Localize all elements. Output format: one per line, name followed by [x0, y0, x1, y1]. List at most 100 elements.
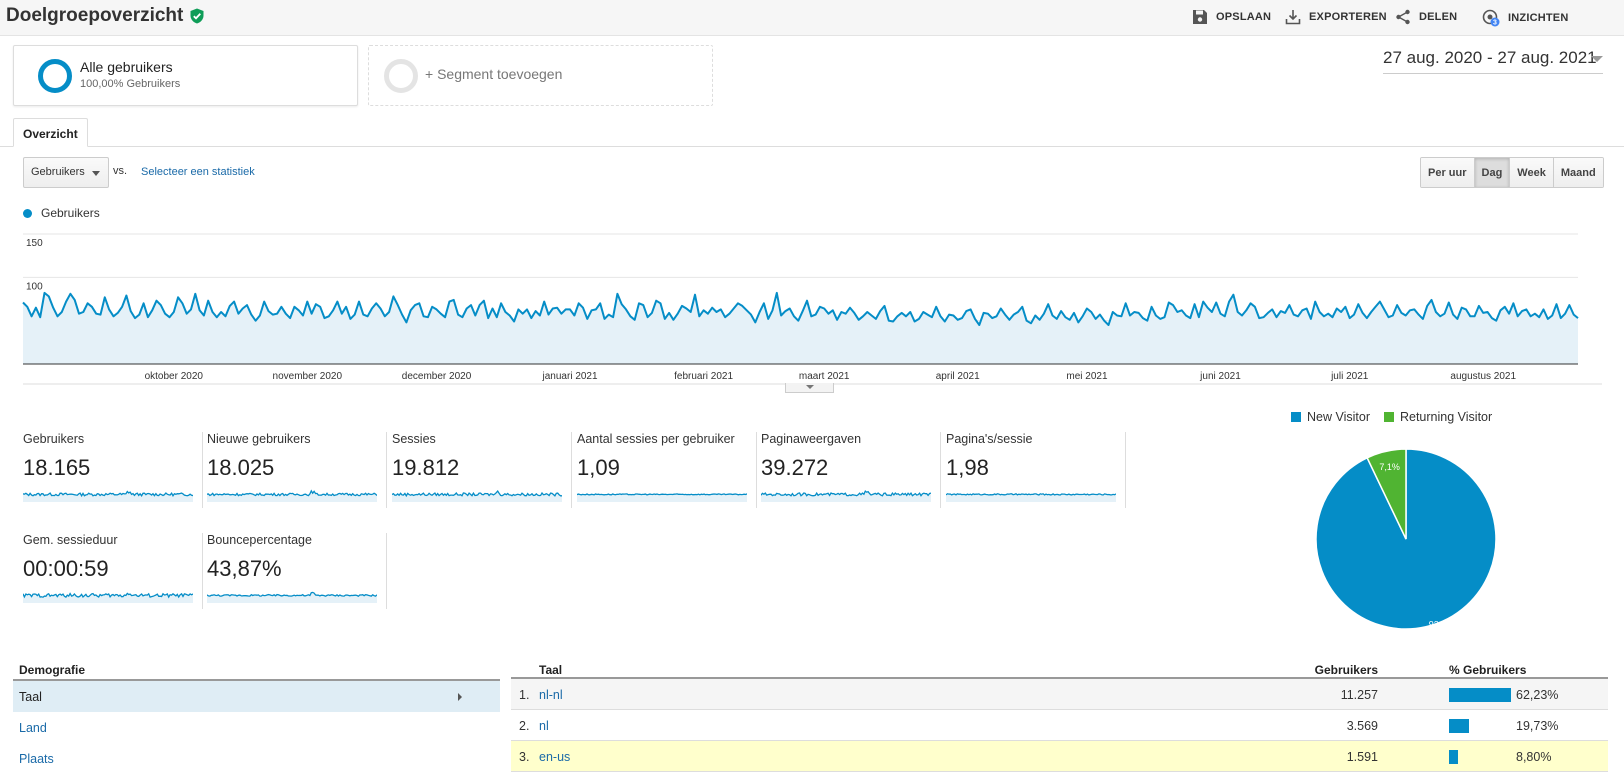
save-icon: [1193, 10, 1207, 24]
row-pct: 19,73%: [1516, 719, 1559, 733]
stat-label: Nieuwe gebruikers: [207, 432, 311, 446]
granularity-hour-button[interactable]: Per uur: [1421, 158, 1475, 187]
pie-legend-returning-label: Returning Visitor: [1399, 410, 1493, 424]
stat-value: 18.165: [23, 455, 91, 480]
x-tick-label: maart 2021: [799, 371, 850, 382]
segment-title: Alle gebruikers: [80, 59, 173, 75]
stat-value: 18.025: [207, 455, 275, 480]
stat-sparkline: [207, 489, 377, 502]
page-title: Doelgroepoverzicht: [6, 5, 205, 27]
visitor-type-pie-chart[interactable]: 92,9% 7,1%: [1311, 444, 1501, 634]
table-row: 2. nl 3.569 19,73%: [511, 710, 1608, 741]
legend-dot-icon: [23, 208, 32, 218]
segment-subtitle: 100,00% Gebruikers: [80, 78, 181, 90]
sparkline-area: [23, 491, 193, 502]
stat-sparkline: [23, 592, 193, 603]
granularity-day-button[interactable]: Dag: [1474, 158, 1511, 187]
export-button[interactable]: EXPORTEREN: [1285, 9, 1387, 25]
segment-ring-icon: [38, 59, 72, 93]
stat-divider: [571, 432, 572, 508]
row-pct-bar: [1449, 688, 1512, 702]
stat-paginaweergaven[interactable]: Paginaweergaven 39.272: [761, 432, 951, 502]
stat-sparkline: [761, 490, 931, 502]
stat-bouncepercentage[interactable]: Bouncepercentage 43,87%: [207, 533, 397, 603]
date-range-picker[interactable]: 27 aug. 2020 - 27 aug. 2021: [1383, 48, 1603, 74]
table-row: 1. nl-nl 11.257 62,23%: [511, 679, 1608, 710]
insights-button[interactable]: 3 INZICHTEN: [1482, 9, 1568, 27]
demographics-item-taal[interactable]: Taal: [13, 681, 500, 712]
stat-label: Bouncepercentage: [207, 533, 312, 547]
metric-select[interactable]: Gebruikers: [23, 157, 109, 188]
row-language-link[interactable]: nl: [539, 719, 549, 733]
stat-sessies[interactable]: Sessies 19.812: [392, 432, 582, 502]
row-index: 1.: [519, 688, 530, 702]
export-label: EXPORTEREN: [1309, 11, 1387, 23]
x-tick-label: november 2020: [273, 371, 343, 382]
column-header-pct-users[interactable]: % Gebruikers: [1449, 663, 1527, 677]
stat-value: 1,98: [946, 455, 989, 480]
demographics-item-label: Taal: [19, 690, 42, 704]
stat-pagina-s-sessie[interactable]: Pagina's/sessie 1,98: [946, 432, 1136, 502]
stat-value: 39.272: [761, 455, 829, 480]
x-tick-label: juni 2021: [1199, 371, 1241, 382]
demographics-item-plaats[interactable]: Plaats: [13, 743, 500, 774]
share-icon: [1396, 9, 1410, 25]
stat-sparkline: [207, 591, 377, 603]
row-pct: 8,80%: [1516, 750, 1552, 764]
granularity-month-button[interactable]: Maand: [1553, 158, 1603, 187]
stat-gem-sessieduur[interactable]: Gem. sessieduur 00:00:59: [23, 533, 213, 603]
collapse-chart-handle[interactable]: [785, 383, 834, 393]
x-tick-label: januari 2021: [542, 371, 598, 382]
table-row: 3. en-us 1.591 8,80%: [511, 741, 1608, 772]
sparkline-area: [946, 493, 1116, 502]
segment-all-users[interactable]: Alle gebruikers 100,00% Gebruikers: [13, 45, 358, 106]
series-line-gebruikers: [22, 291, 1579, 326]
stat-sparkline: [946, 493, 1116, 502]
stat-value: 1,09: [577, 455, 620, 480]
row-index: 3.: [519, 750, 530, 764]
add-segment-label: + Segment toevoegen: [425, 66, 563, 82]
page-header: Doelgroepoverzicht OPSLAAN EXPORTEREN DE…: [0, 0, 1624, 36]
column-header-language[interactable]: Taal: [539, 663, 563, 677]
sparkline-line: [577, 493, 747, 496]
row-index: 2.: [519, 719, 530, 733]
column-header-users[interactable]: Gebruikers: [1314, 663, 1378, 677]
pie-legend-new[interactable]: New Visitor: [1291, 410, 1370, 424]
legend-square-icon: [1291, 412, 1301, 422]
row-pct-bar: [1449, 750, 1458, 764]
page-title-text: Doelgroepoverzicht: [6, 5, 184, 26]
stat-aantal-sessies-per-gebruiker[interactable]: Aantal sessies per gebruiker 1,09: [577, 432, 767, 502]
chevron-right-icon: [458, 693, 462, 701]
pie-legend-returning[interactable]: Returning Visitor: [1383, 410, 1493, 424]
sparkline-area: [23, 593, 193, 603]
row-users: 1.591: [1346, 750, 1378, 764]
sparkline-area: [577, 493, 747, 502]
x-tick-label: april 2021: [936, 371, 980, 382]
y-tick-label: 150: [26, 238, 43, 249]
sparkline-line: [23, 490, 193, 498]
tab-overview[interactable]: Overzicht: [13, 118, 88, 147]
metric-select-value: Gebruikers: [31, 166, 85, 178]
sparkline-area: [207, 592, 377, 603]
sparkline-area: [207, 490, 377, 502]
legend-square-icon: [1383, 412, 1394, 422]
demographics-item-land[interactable]: Land: [13, 712, 500, 743]
x-tick-label: oktober 2020: [145, 371, 204, 382]
share-label: DELEN: [1419, 11, 1458, 23]
select-statistic-link[interactable]: Selecteer een statistiek: [141, 166, 255, 178]
granularity-week-button[interactable]: Week: [1510, 158, 1554, 187]
save-button[interactable]: OPSLAAN: [1192, 9, 1271, 25]
x-tick-label: februari 2021: [674, 371, 733, 382]
stat-label: Gebruikers: [23, 432, 85, 446]
pie-legend-new-label: New Visitor: [1307, 410, 1370, 424]
add-segment-button[interactable]: + Segment toevoegen: [368, 45, 713, 106]
demographics-item-label: Plaats: [19, 752, 54, 766]
share-button[interactable]: DELEN: [1395, 9, 1457, 25]
stat-value: 19.812: [392, 455, 460, 480]
row-language-link[interactable]: en-us: [539, 750, 571, 764]
row-language-link[interactable]: nl-nl: [539, 688, 563, 702]
stat-nieuwe-gebruikers[interactable]: Nieuwe gebruikers 18.025: [207, 432, 397, 502]
stat-gebruikers[interactable]: Gebruikers 18.165: [23, 432, 213, 502]
sparkline-line: [392, 490, 562, 498]
